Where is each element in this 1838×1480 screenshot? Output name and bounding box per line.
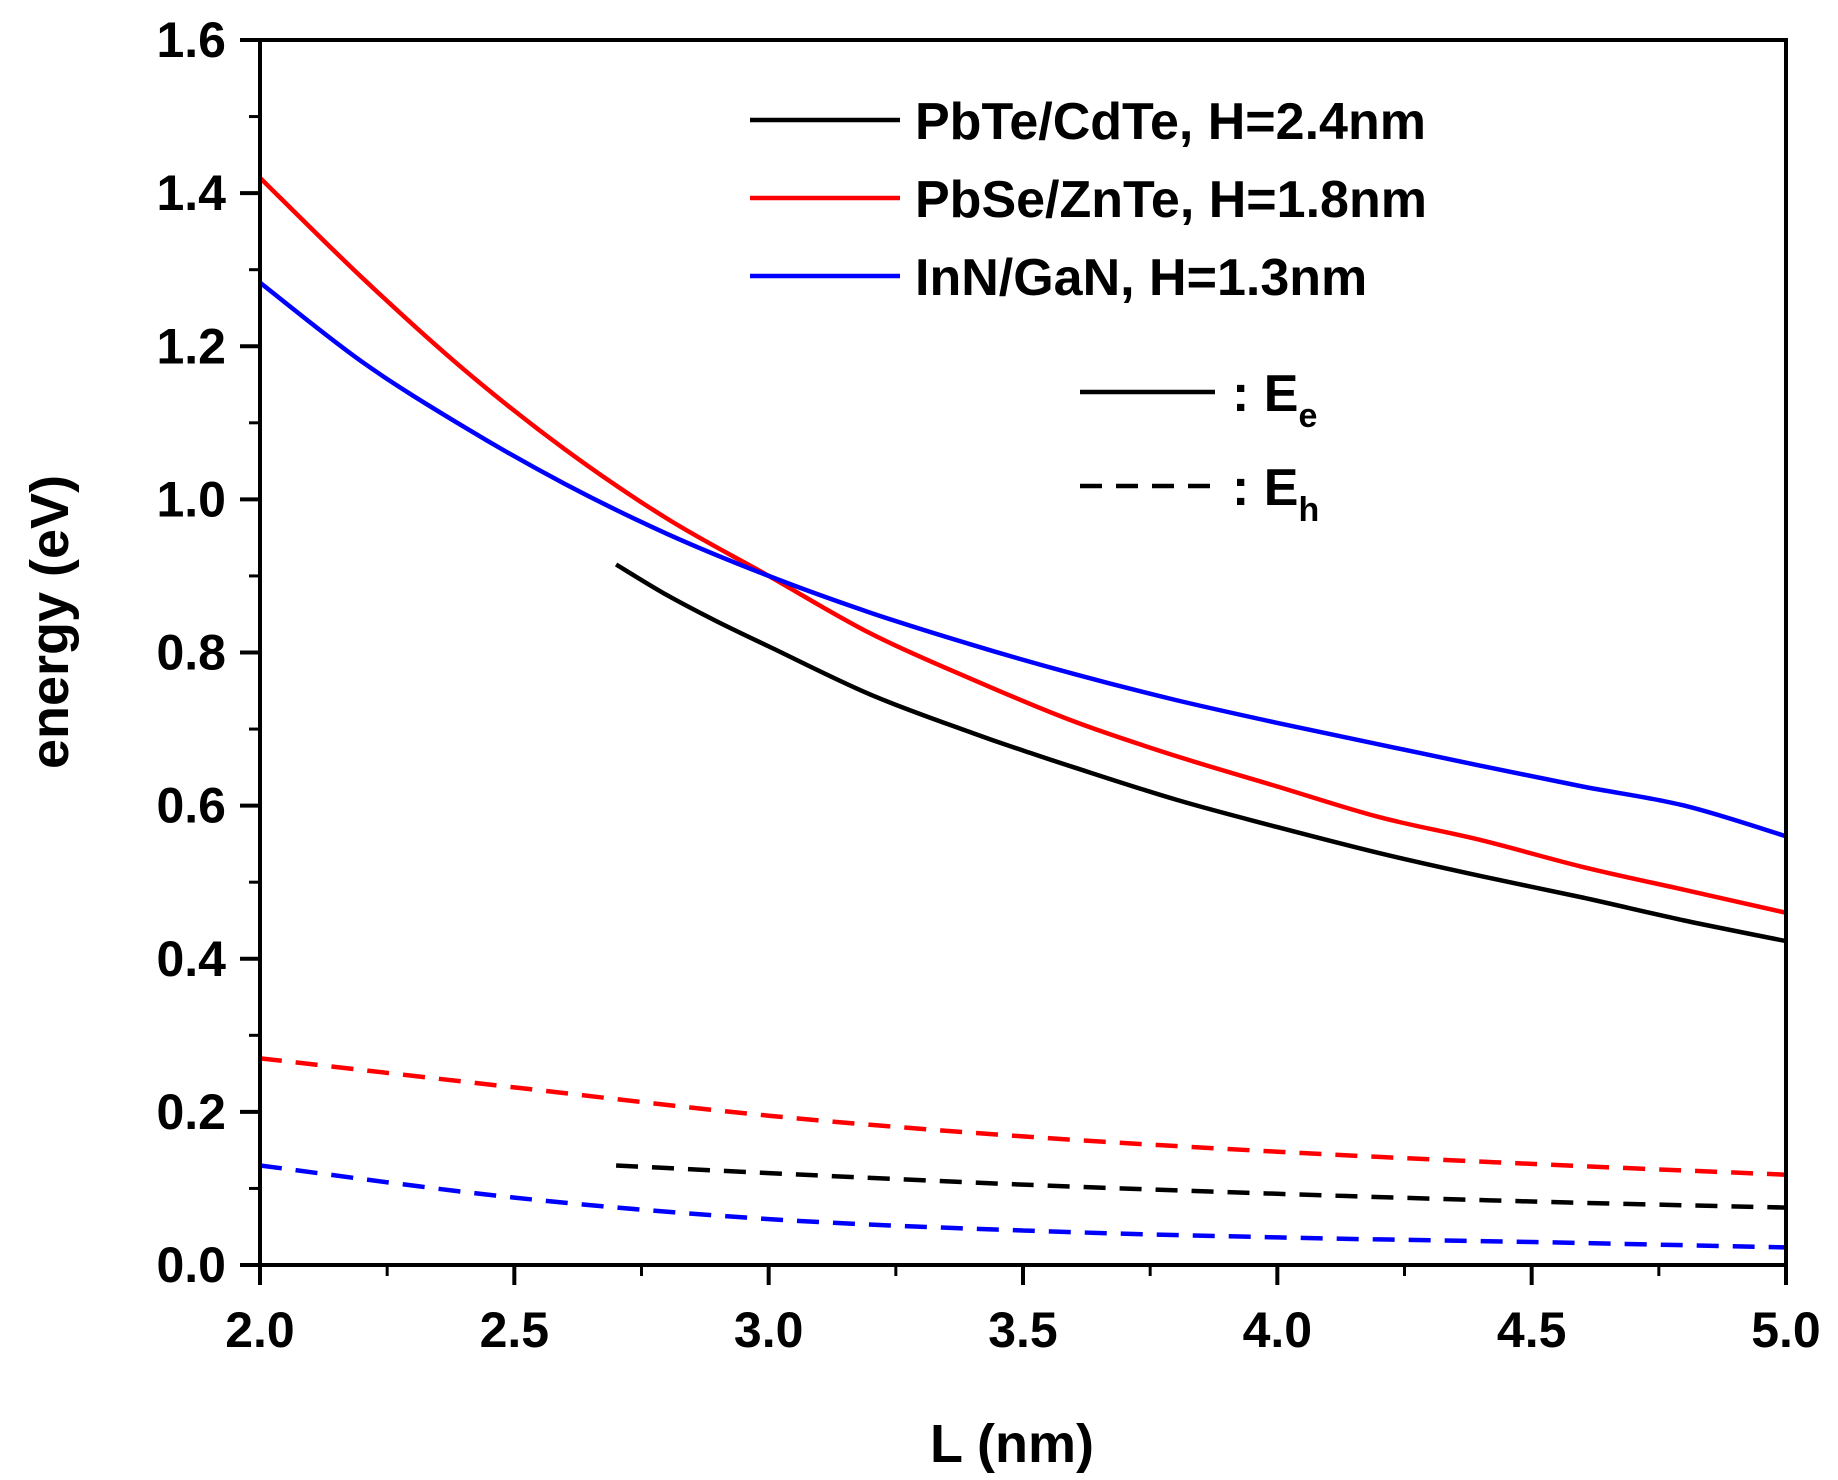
legend-style-subscript: e [1298,397,1317,435]
legend-style-subscript: h [1298,491,1319,529]
x-tick-label: 2.0 [225,1302,295,1358]
x-tick-label: 3.0 [734,1302,804,1358]
series-1-electron-line [614,562,1786,944]
y-tick-label: 1.4 [156,165,226,221]
y-tick-label: 0.0 [156,1237,226,1293]
legend-label-2: PbSe/ZnTe, H=1.8nm [915,171,1427,229]
y-tick-label: 0.8 [156,625,226,681]
legend-style-label-solid: : Ee [1232,365,1317,435]
x-tick-label: 4.0 [1243,1302,1313,1358]
y-tick-label: 1.2 [156,318,226,374]
x-axis-title: L (nm) [930,1414,1094,1474]
series-1-hole-line [615,1163,1786,1210]
series-3-hole-line [260,1163,1786,1250]
y-tick-label: 0.6 [156,778,226,834]
series-2-hole-line [260,1056,1786,1177]
x-tick-label: 5.0 [1751,1302,1821,1358]
series-2-electron-line [260,176,1786,915]
y-tick-label: 1.0 [156,471,226,527]
y-axis-title: energy (eV) [20,475,80,769]
y-tick-label: 0.2 [156,1084,226,1140]
x-tick-label: 3.5 [988,1302,1058,1358]
y-tick-label: 0.4 [156,931,226,987]
y-tick-label: 1.6 [156,12,226,68]
legend-label-1: PbTe/CdTe, H=2.4nm [915,93,1426,151]
x-tick-label: 4.5 [1497,1302,1567,1358]
series-3-electron-line [260,280,1786,839]
legend-label-3: InN/GaN, H=1.3nm [915,249,1367,307]
x-tick-label: 2.5 [480,1302,550,1358]
legend-style-label-dashed: : Eh [1232,459,1319,529]
